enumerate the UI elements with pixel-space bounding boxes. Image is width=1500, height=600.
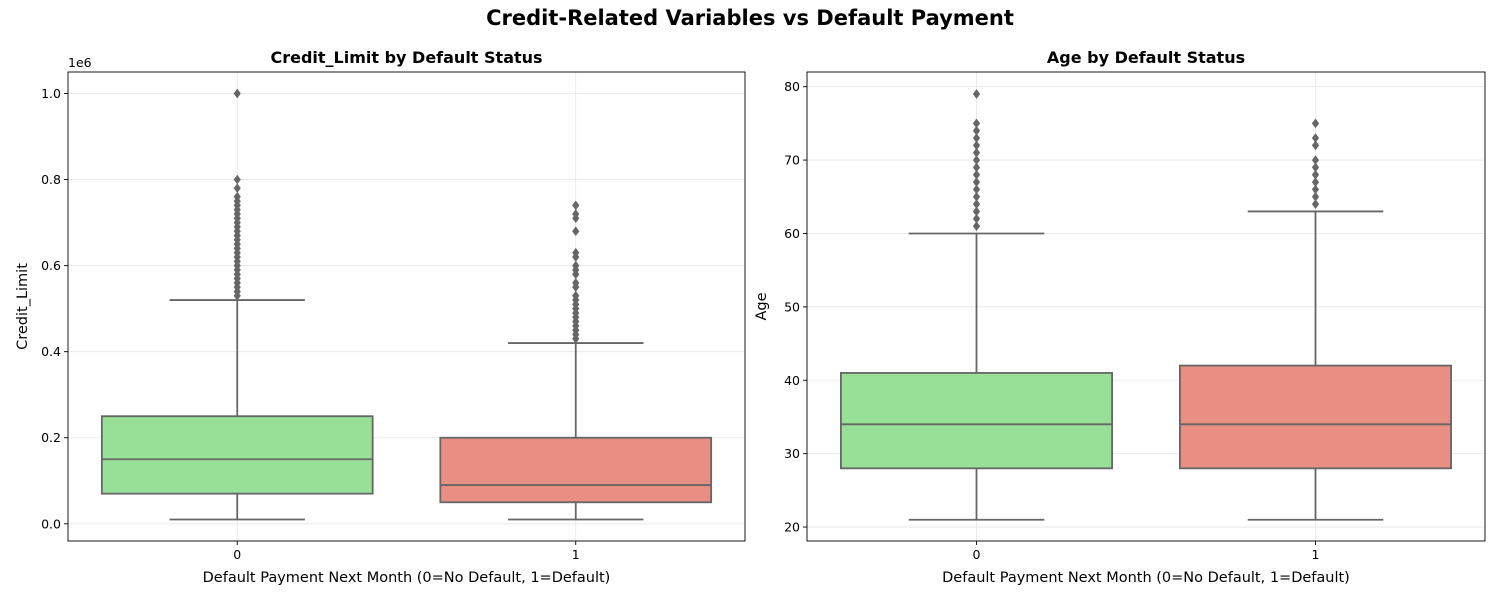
- outlier-point: [572, 290, 580, 301]
- outlier-point: [572, 200, 580, 211]
- outlier-point: [972, 184, 981, 195]
- y-axis-label: Age: [754, 292, 770, 320]
- outlier-point: [972, 147, 981, 158]
- box-iqr: [100, 415, 374, 495]
- box-0: [840, 89, 1114, 521]
- x-tick-label: 1: [572, 547, 580, 562]
- outlier-point: [233, 191, 241, 202]
- box-1: [439, 200, 713, 521]
- outlier-point: [972, 169, 981, 180]
- panel-title: Credit_Limit by Default Status: [270, 48, 542, 67]
- y-tick-label: 0.4: [41, 344, 61, 359]
- outlier-point: [572, 209, 580, 219]
- outlier-point: [1311, 191, 1320, 202]
- outlier-point: [972, 133, 981, 143]
- y-tick-label: 80: [784, 79, 800, 94]
- outlier-point: [972, 221, 981, 231]
- box-iqr: [1179, 364, 1453, 470]
- outlier-point: [972, 155, 981, 165]
- outlier-point: [1311, 177, 1320, 187]
- x-axis-label: Default Payment Next Month (0=No Default…: [203, 570, 611, 586]
- y-axis-label: Credit_Limit: [15, 263, 31, 350]
- y-tick-label: 30: [784, 446, 800, 461]
- outlier-point: [233, 88, 241, 99]
- plot-frame: [67, 71, 746, 542]
- outlier-point: [972, 162, 981, 173]
- box-0: [100, 88, 374, 521]
- outlier-point: [233, 183, 241, 194]
- outlier-point: [1311, 140, 1320, 151]
- y-tick-label: 70: [784, 153, 800, 168]
- panel-title: Age by Default Status: [1047, 48, 1245, 67]
- outlier-point: [972, 199, 981, 209]
- outlier-point: [972, 177, 981, 187]
- outlier-point: [572, 247, 580, 258]
- y-tick-label: 0.0: [41, 516, 61, 531]
- outlier-point: [1311, 169, 1320, 180]
- chart-panel-credit-limit: 0.0 0.2 0.4 0.6 0.8 1.0 0 1 Credit_Limit by Defa…: [15, 48, 746, 586]
- outlier-point: [972, 89, 981, 99]
- outlier-point: [1311, 184, 1320, 195]
- x-tick-label: 1: [1312, 547, 1320, 562]
- y-offset-text: 1e6: [68, 55, 92, 70]
- figure-title: Credit-Related Variables vs Default Paym…: [486, 6, 1014, 30]
- y-tick-label: 0.2: [41, 430, 61, 445]
- outlier-point: [233, 174, 241, 185]
- outlier-point: [1311, 162, 1320, 173]
- x-axis-label: Default Payment Next Month (0=No Default…: [942, 570, 1350, 586]
- x-tick-label: 0: [233, 547, 241, 562]
- x-tick-label: 0: [973, 547, 981, 562]
- y-tick-label: 0.6: [41, 258, 61, 273]
- outlier-point: [1311, 155, 1320, 165]
- y-tick-label: 1.0: [41, 86, 61, 101]
- outlier-point: [972, 118, 981, 129]
- outlier-point: [1311, 199, 1320, 209]
- outlier-point: [972, 125, 981, 136]
- box-iqr: [840, 372, 1114, 470]
- box-1: [1179, 118, 1453, 521]
- outlier-point: [572, 277, 580, 288]
- outlier-point: [972, 206, 981, 217]
- y-tick-label: 60: [784, 226, 800, 241]
- chart-panel-age: 20 30 40 50 60 70 80 0 1 Age by Default Status Def…: [754, 48, 1486, 586]
- box-iqr: [439, 436, 713, 504]
- outlier-point: [572, 226, 580, 237]
- outlier-point: [972, 213, 981, 224]
- y-tick-label: 0.8: [41, 172, 61, 187]
- outlier-point: [972, 191, 981, 202]
- y-tick-label: 50: [784, 299, 800, 314]
- outlier-point: [972, 140, 981, 151]
- y-tick-label: 20: [784, 520, 800, 535]
- outlier-point: [572, 260, 580, 271]
- outlier-point: [1311, 133, 1320, 143]
- y-tick-label: 40: [784, 373, 800, 388]
- outlier-point: [1311, 118, 1320, 129]
